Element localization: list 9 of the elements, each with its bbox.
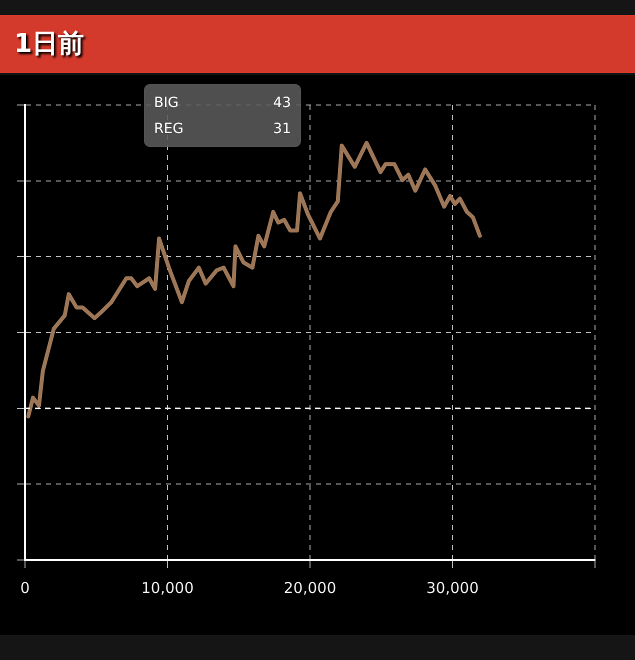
text: REG: [154, 120, 184, 136]
x-tick-label: 10,000: [141, 578, 194, 597]
x-tick-label: 0: [20, 578, 30, 597]
chart-title: 1日前: [0, 15, 635, 73]
x-tick-label: 30,000: [426, 578, 479, 597]
x-tick-label: 20,000: [284, 578, 336, 597]
text: 43: [272, 94, 291, 110]
text: BIG: [154, 94, 180, 110]
text: 31: [272, 120, 291, 136]
